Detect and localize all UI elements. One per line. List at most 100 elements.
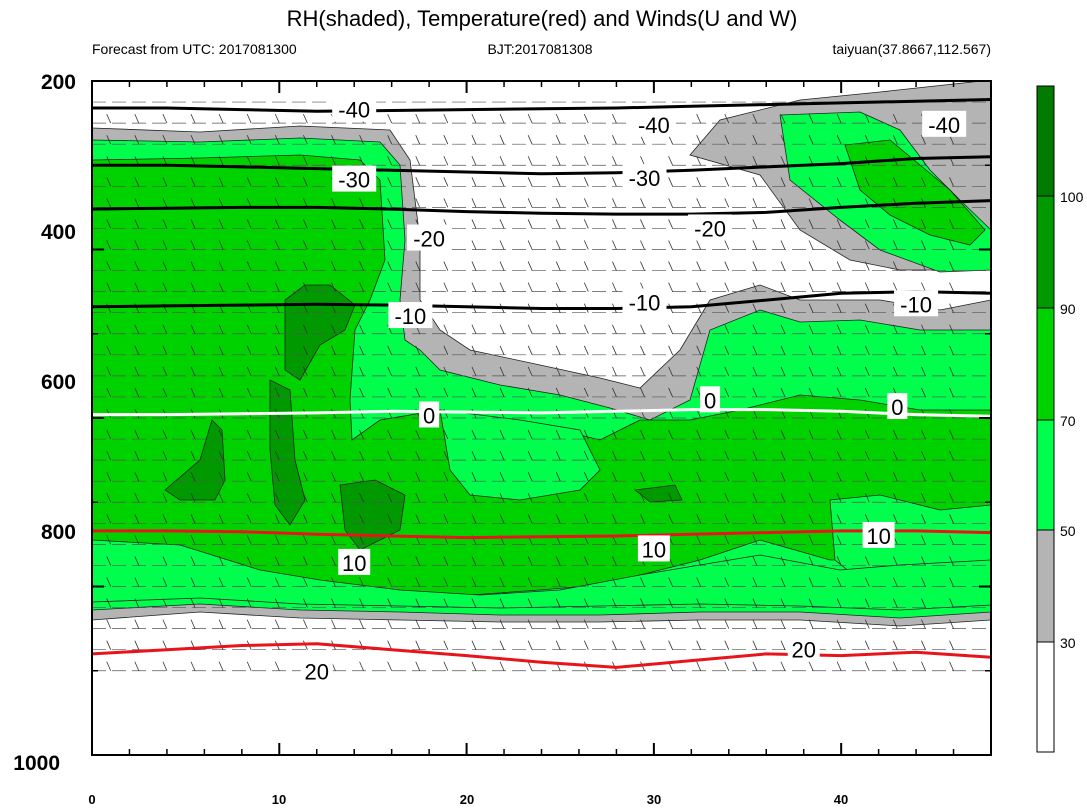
wind-barb bbox=[527, 387, 533, 398]
wind-barb bbox=[134, 240, 140, 250]
chart-title: RH(shaded), Temperature(red) and Winds(U… bbox=[287, 6, 798, 31]
wind-barb bbox=[162, 240, 168, 250]
wind-barb bbox=[415, 556, 421, 566]
wind-barb bbox=[864, 514, 870, 524]
wind-barb bbox=[162, 577, 168, 587]
wind-barb bbox=[696, 261, 702, 271]
wind-barb bbox=[162, 429, 168, 440]
wind-barb bbox=[190, 324, 196, 334]
wind-barb bbox=[612, 345, 617, 355]
wind-barb bbox=[134, 661, 140, 671]
wind-barb bbox=[555, 156, 561, 166]
wind-barb bbox=[696, 577, 702, 587]
wind-barb bbox=[555, 324, 561, 334]
wind-barb bbox=[864, 366, 870, 377]
wind-barb bbox=[190, 429, 196, 440]
contour-label-box bbox=[332, 165, 377, 192]
wind-barb bbox=[555, 261, 561, 271]
wind-barb bbox=[274, 366, 280, 377]
wind-barb bbox=[780, 640, 786, 650]
wind-barb bbox=[134, 556, 140, 566]
wind-barb bbox=[387, 556, 393, 566]
wind-barb bbox=[331, 387, 336, 398]
wind-barb bbox=[555, 450, 561, 461]
wind-barb bbox=[359, 472, 364, 482]
wind-barb bbox=[780, 177, 786, 187]
wind-barb bbox=[696, 640, 702, 650]
wind-barb bbox=[892, 577, 898, 587]
wind-barb bbox=[246, 598, 252, 608]
wind-barb bbox=[527, 240, 533, 250]
wind-barb bbox=[892, 514, 898, 524]
colorbar-band-below-30 bbox=[1036, 641, 1055, 753]
wind-barb bbox=[190, 198, 196, 208]
wind-barb bbox=[864, 493, 870, 503]
wind-barb bbox=[218, 535, 224, 545]
wind-barb bbox=[640, 366, 645, 377]
wind-barb bbox=[415, 514, 421, 524]
wind-barb bbox=[752, 493, 758, 503]
contour-label-box bbox=[338, 548, 371, 575]
contour-label: 20 bbox=[305, 660, 329, 685]
wind-barb bbox=[134, 366, 140, 377]
wind-barb bbox=[218, 324, 224, 334]
wind-barb bbox=[499, 661, 505, 671]
wind-barb bbox=[555, 472, 561, 482]
rh-shading bbox=[92, 81, 991, 627]
wind-barb bbox=[134, 282, 140, 292]
wind-barb bbox=[640, 261, 645, 271]
wind-barb bbox=[303, 493, 308, 503]
wind-barb bbox=[443, 387, 449, 398]
wind-barb bbox=[752, 240, 758, 250]
wind-barb bbox=[921, 324, 926, 334]
wind-barb bbox=[949, 535, 954, 545]
wind-barb bbox=[246, 661, 252, 671]
wind-barb bbox=[162, 177, 168, 187]
wind-barb bbox=[892, 135, 898, 145]
wind-barb bbox=[808, 493, 814, 503]
wind-barb bbox=[443, 113, 449, 124]
wind-barb bbox=[471, 472, 477, 482]
wind-barb bbox=[583, 198, 589, 208]
wind-barb bbox=[864, 135, 870, 145]
wind-barb bbox=[892, 640, 898, 650]
wind-barb bbox=[106, 177, 112, 187]
wind-barb bbox=[949, 493, 954, 503]
wind-barb bbox=[836, 450, 842, 461]
wind-barb bbox=[190, 282, 196, 292]
wind-barb bbox=[387, 577, 393, 587]
wind-barb bbox=[471, 514, 477, 524]
wind-barb bbox=[274, 429, 280, 440]
wind-barb bbox=[527, 198, 533, 208]
wind-barb bbox=[752, 282, 758, 292]
wind-barb bbox=[864, 219, 870, 229]
wind-barb bbox=[106, 429, 112, 440]
wind-barb bbox=[583, 619, 589, 629]
wind-barb bbox=[836, 135, 842, 145]
wind-barb bbox=[780, 366, 786, 377]
wind-barb bbox=[274, 535, 280, 545]
wind-barb bbox=[836, 240, 842, 250]
wind-barb bbox=[359, 240, 364, 250]
wind-barb bbox=[808, 198, 814, 208]
wind-barb bbox=[471, 366, 477, 377]
wind-barb bbox=[246, 156, 252, 166]
wind-barb bbox=[134, 113, 140, 124]
wind-barb bbox=[668, 198, 673, 208]
wind-barb bbox=[724, 640, 730, 650]
wind-barb bbox=[134, 324, 140, 334]
wind-barb bbox=[612, 640, 617, 650]
wind-barb bbox=[218, 472, 224, 482]
wind-barb bbox=[640, 324, 645, 334]
wind-barb bbox=[218, 429, 224, 440]
wind-barb bbox=[499, 177, 505, 187]
wind-barb bbox=[527, 472, 533, 482]
wind-barb bbox=[443, 640, 449, 650]
wind-barb bbox=[471, 387, 477, 398]
wind-barb bbox=[724, 619, 730, 629]
wind-barb bbox=[218, 282, 224, 292]
contour-label: 0 bbox=[891, 395, 903, 420]
wind-barb bbox=[921, 514, 926, 524]
wind-barb bbox=[134, 198, 140, 208]
wind-barb bbox=[696, 619, 702, 629]
